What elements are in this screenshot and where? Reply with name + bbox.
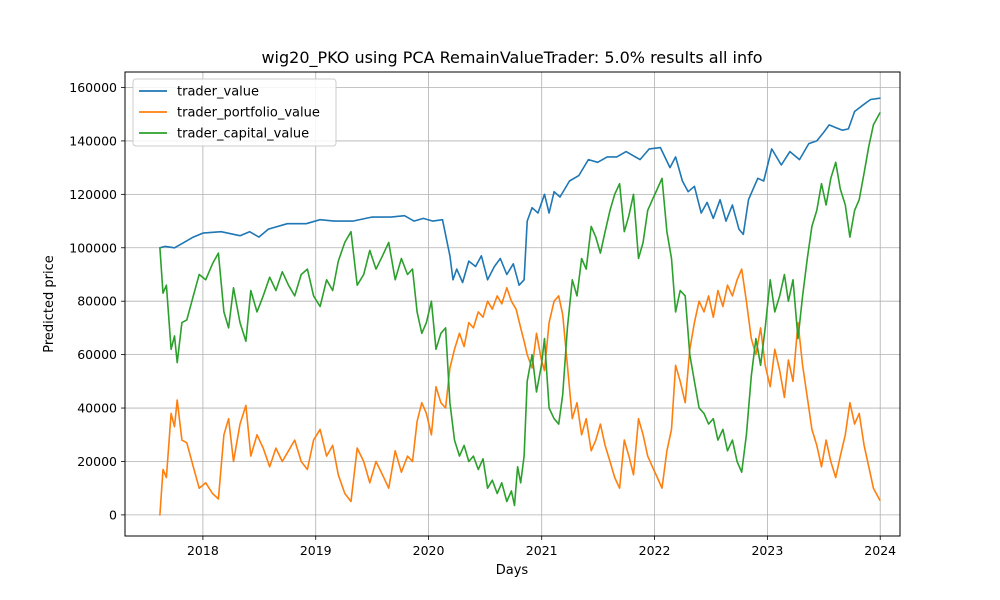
y-tick-label: 100000 [69,240,117,255]
x-tick-label: 2022 [639,543,671,558]
plot-frame [124,71,901,537]
x-tick-label: 2020 [413,543,445,558]
legend-label: trader_portfolio_value [177,106,320,121]
y-tick-label: 140000 [69,133,117,148]
legend-label: trader_capital_value [177,127,309,142]
y-tick-label: 20000 [77,454,117,469]
axis-ticks: 2018 2019 2020 2021 2022 2023 2024 0 20000 40000 6… [69,80,896,558]
x-tick-label: 2023 [751,543,783,558]
grid [125,72,900,536]
x-tick-label: 2019 [300,543,332,558]
y-tick-label: 60000 [77,347,117,362]
y-tick-label: 40000 [77,401,117,416]
y-tick-label: 0 [109,507,117,522]
series-line-trader-capital-value [159,112,881,507]
x-tick-label: 2021 [526,543,558,558]
x-axis-label: Days [496,563,529,578]
x-tick-label: 2024 [864,543,896,558]
legend-label: trader_value [177,85,259,100]
y-tick-label: 80000 [77,294,117,309]
y-tick-label: 160000 [69,80,117,95]
chart-title: wig20_PKO using PCA RemainValueTrader: 5… [261,48,762,68]
y-tick-label: 120000 [69,187,117,202]
series-lines [159,97,881,516]
x-tick-label: 2018 [187,543,219,558]
y-axis-label: Predicted price [42,255,57,353]
legend-box [132,78,337,147]
legend: trader_value trader_portfolio_valuetrader… [132,78,337,147]
series-line-trader-value [159,97,881,287]
